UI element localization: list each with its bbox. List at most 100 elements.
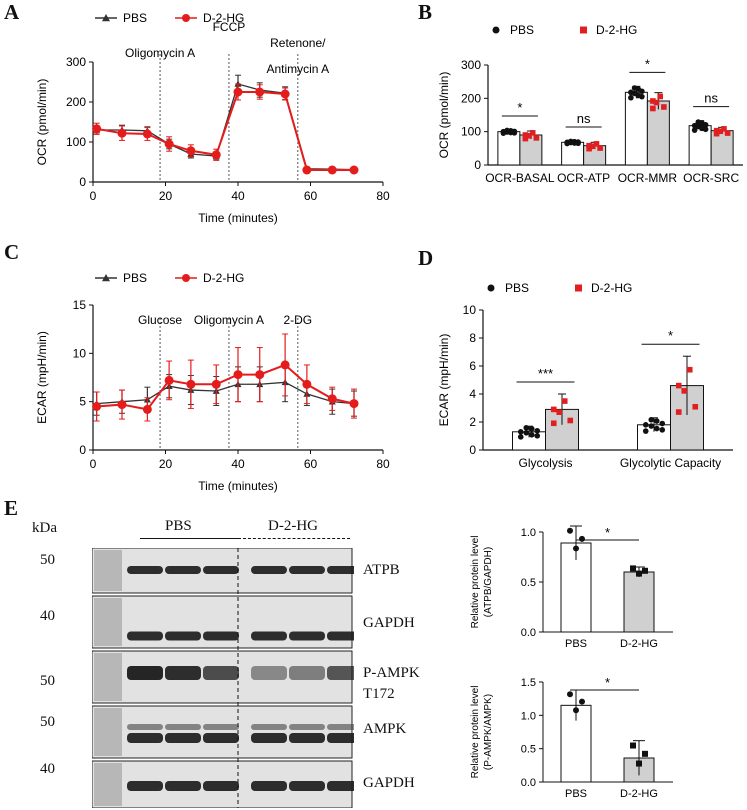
blot-image (92, 548, 354, 808)
data-dot (533, 135, 540, 141)
bar (497, 131, 521, 166)
legend-marker (102, 14, 110, 22)
injection-label: Retenone/ (270, 36, 326, 50)
panel-label-c: C (4, 240, 20, 264)
injection-label: Glucose (138, 313, 182, 327)
sig-label: * (517, 100, 522, 115)
data-point (186, 379, 196, 389)
protein-band (327, 666, 354, 680)
protein-band (289, 781, 325, 791)
legend-marker (487, 284, 495, 292)
x-tick-label: 80 (376, 457, 390, 471)
sig-label: *** (538, 366, 553, 381)
legend-marker (575, 284, 582, 292)
bar (623, 571, 655, 633)
sig-label: * (668, 328, 673, 343)
data-point (117, 400, 127, 410)
y-tick-label: 0 (469, 443, 476, 457)
injection-label: Oligomycin A (194, 313, 264, 327)
injection-label: 2-DG (283, 313, 312, 327)
y-axis-label: OCR (pmol/min) (437, 72, 451, 159)
protein-band (127, 724, 163, 730)
data-dot (522, 135, 529, 142)
data-dot (636, 760, 642, 767)
data-dot (724, 130, 731, 136)
injection-label: Antimycin A (266, 62, 329, 76)
y-tick-label: 1.0 (521, 527, 536, 539)
data-point (186, 146, 196, 156)
y-tick-label: 200 (66, 95, 86, 109)
data-point (142, 404, 152, 414)
blot-label-atpb: ATPB (363, 562, 400, 578)
protein-band (127, 666, 163, 680)
category-label: PBS (565, 788, 587, 800)
y-tick-label: 0.5 (521, 577, 536, 589)
x-tick-label: 0 (90, 457, 97, 471)
data-dot (721, 126, 727, 132)
y-axis-label: Relative protein level (470, 686, 481, 779)
data-dot (681, 388, 688, 394)
data-point (255, 370, 265, 380)
data-point (211, 379, 221, 389)
data-dot (523, 424, 530, 431)
data-dot (523, 430, 530, 436)
data-dot (550, 406, 557, 413)
data-point (255, 87, 265, 97)
y-axis-label: Relative protein level (470, 536, 481, 629)
data-dot (675, 382, 682, 389)
y-axis-label: ECAR (mpH/min) (35, 331, 49, 424)
data-dot (517, 429, 524, 435)
data-dot (648, 416, 655, 423)
data-dot (699, 125, 705, 132)
data-dot (659, 427, 666, 433)
y-axis-label: OCR (pmol/min) (35, 79, 49, 166)
blot-strip (92, 705, 353, 759)
data-dot (642, 567, 648, 574)
data-point (92, 402, 102, 411)
data-point (117, 128, 127, 138)
data-dot (567, 417, 574, 424)
y-tick-label: 0.5 (521, 744, 536, 756)
y-tick-label: 8 (469, 331, 476, 345)
ocr-bar-chart: 0 100 200 300 OCR (pmol/min) PBS D-2-HG OCR-BAS… (437, 23, 743, 185)
y-tick-label: 4 (469, 387, 476, 401)
y-tick-label: 10 (463, 303, 477, 317)
y-tick-label: 100 (461, 125, 481, 139)
y-tick-label: 300 (66, 55, 86, 69)
protein-band (127, 733, 163, 743)
data-point (233, 87, 243, 97)
y-tick-label: 10 (73, 346, 87, 360)
protein-band (127, 631, 163, 641)
protein-band (251, 566, 287, 574)
protein-band (165, 566, 201, 574)
data-point (233, 370, 243, 380)
data-point (302, 379, 312, 389)
ladder-lane (94, 763, 122, 806)
ladder-lane (94, 708, 122, 756)
injection-label: Oligomycin A (125, 46, 195, 60)
data-point (164, 375, 174, 385)
data-point (302, 165, 312, 175)
x-tick-label: 60 (304, 189, 318, 203)
y-tick-label: 300 (461, 58, 481, 72)
ladder-lane (94, 550, 122, 591)
kda-label: kDa (32, 520, 57, 536)
x-axis-label: Time (minutes) (198, 479, 278, 493)
data-point (327, 394, 337, 404)
data-dot (686, 366, 693, 373)
protein-band (289, 733, 325, 743)
category-label: Glycolysis (518, 456, 572, 470)
data-dot (635, 92, 642, 99)
data-dot (661, 104, 667, 110)
x-tick-label: 40 (231, 189, 245, 203)
y-tick-label: 200 (461, 91, 481, 105)
data-dot (567, 527, 573, 534)
x-tick-label: 20 (159, 189, 173, 203)
x-tick-label: 60 (304, 457, 318, 471)
panel-label-e: E (4, 496, 19, 520)
panel-label-d: D (418, 246, 434, 270)
protein-band (327, 781, 354, 791)
protein-band (251, 781, 287, 791)
ladder-lane (94, 598, 122, 646)
atpb-quant-chart: 0.0 0.5 1.0 Relative protein level (ATPB/GAP… (470, 525, 673, 650)
